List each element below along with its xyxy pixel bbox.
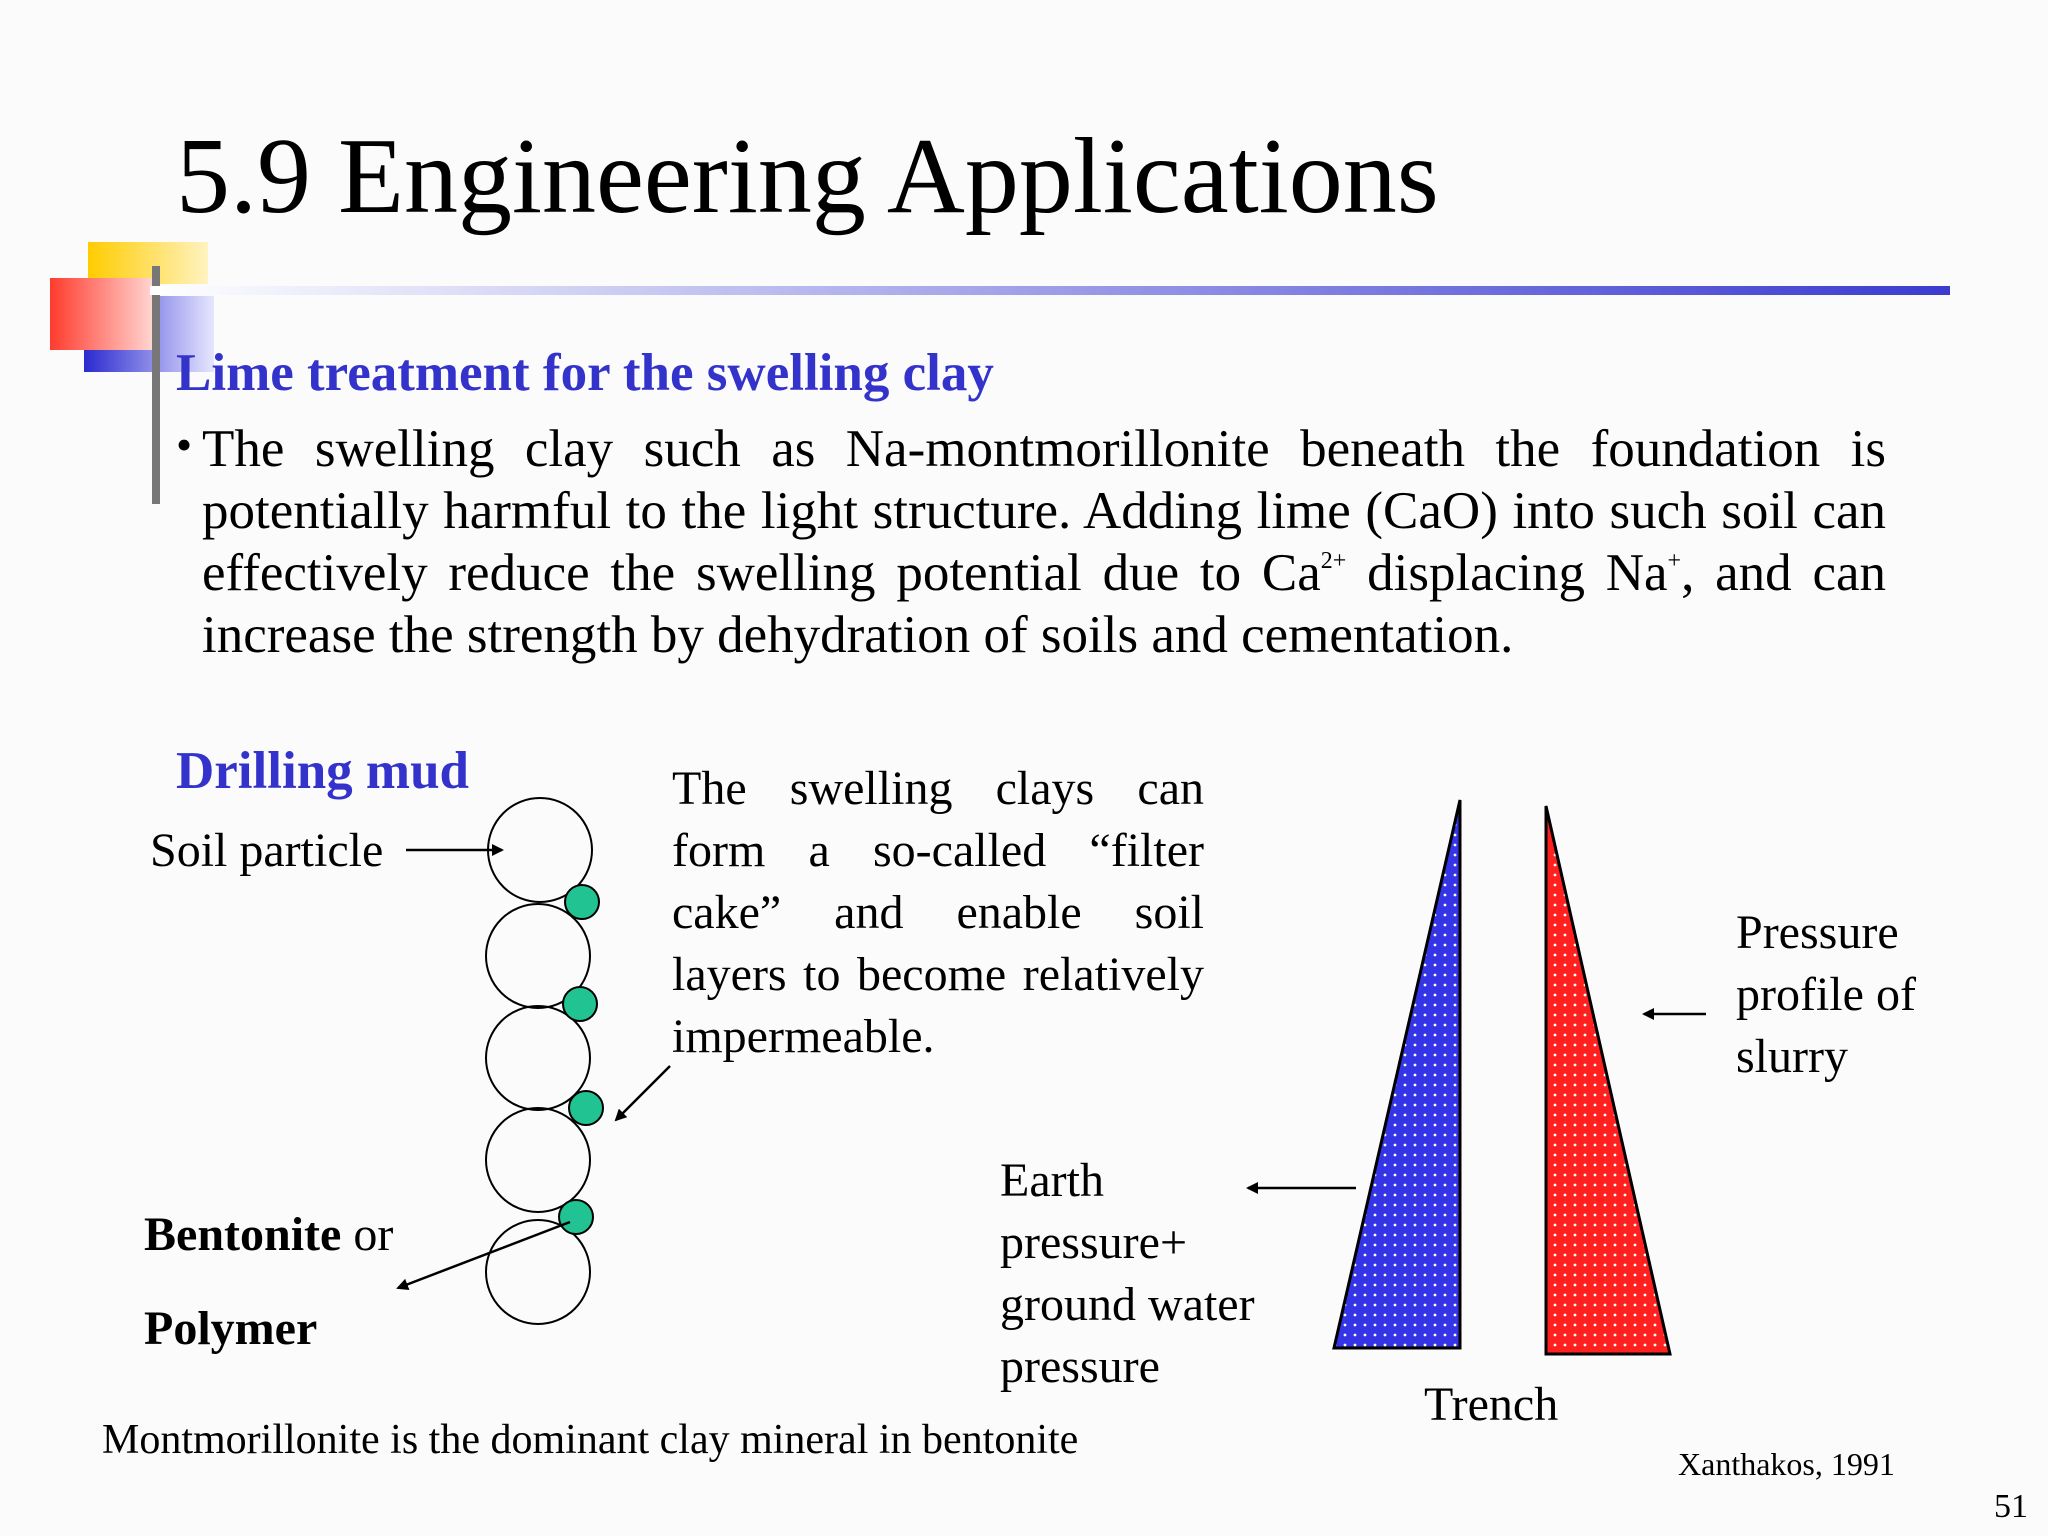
lime-text-end: , and can increase the strength by dehyd… [202, 544, 1886, 664]
lime-heading: Lime treatment for the swelling clay [176, 344, 994, 402]
polymer-dots [558, 884, 604, 1235]
soil-particle [485, 903, 591, 1009]
slurry-label-line: Pressure [1736, 906, 1899, 959]
polymer-label: Polymer [144, 1302, 318, 1355]
earth-label-line: ground water [1000, 1278, 1255, 1331]
drilling-heading: Drilling mud [176, 742, 470, 800]
page-title: 5.9 Engineering Applications [176, 117, 1439, 236]
slurry-label-line: profile of [1736, 968, 1916, 1021]
earth-pressure-triangle [1332, 799, 1462, 1350]
slurry-label-line: slurry [1736, 1030, 1848, 1083]
deco-yellow-block [88, 242, 208, 284]
deco-vertical-bar [152, 266, 160, 504]
soil-particle [485, 1107, 591, 1213]
citation: Xanthakos, 1991 [1678, 1446, 1895, 1482]
polymer-dot [562, 986, 598, 1022]
trench-label: Trench [1424, 1378, 1559, 1431]
filter-cake-arrow [614, 1065, 671, 1122]
title-rule [150, 286, 1950, 295]
slurry-pressure-label: Pressure profile of slurry [1736, 902, 1916, 1088]
lime-paragraph: The swelling clay such as Na-montmorillo… [202, 418, 1886, 666]
polymer-dot [564, 884, 600, 920]
na-superscript: + [1667, 548, 1682, 574]
ca-superscript: 2+ [1320, 548, 1347, 574]
earth-label-line: pressure+ [1000, 1216, 1188, 1269]
soil-particle-label: Soil particle [150, 824, 384, 877]
earth-label-line: pressure [1000, 1340, 1160, 1393]
lime-text-middle: displacing Na [1346, 544, 1668, 602]
polymer-dot [568, 1090, 604, 1126]
bentonite-arrow [396, 1220, 571, 1291]
polymer-dot [558, 1199, 594, 1235]
bentonite-label: Bentonite or [144, 1204, 393, 1266]
particle-chain [485, 797, 593, 1325]
filter-cake-text: The swelling clays can form a so-called … [672, 762, 1204, 1063]
soil-particle [485, 1005, 591, 1111]
lime-text-start: The swelling clay such as Na-montmorillo… [202, 420, 1886, 602]
soil-particle [485, 1219, 591, 1325]
corner-decoration [50, 242, 214, 504]
earth-pressure-label: Earth pressure+ ground water pressure [1000, 1150, 1255, 1398]
page-number: 51 [1994, 1488, 2028, 1525]
bullet-marker: • [176, 419, 193, 470]
deco-red-block [50, 278, 160, 350]
earth-label-line: Earth [1000, 1154, 1104, 1207]
bentonite-or: or [341, 1208, 394, 1261]
bentonite-caption: Montmorillonite is the dominant clay min… [102, 1417, 1079, 1463]
bentonite-bold: Bentonite [144, 1208, 342, 1261]
slurry-pressure-triangle [1544, 805, 1672, 1356]
